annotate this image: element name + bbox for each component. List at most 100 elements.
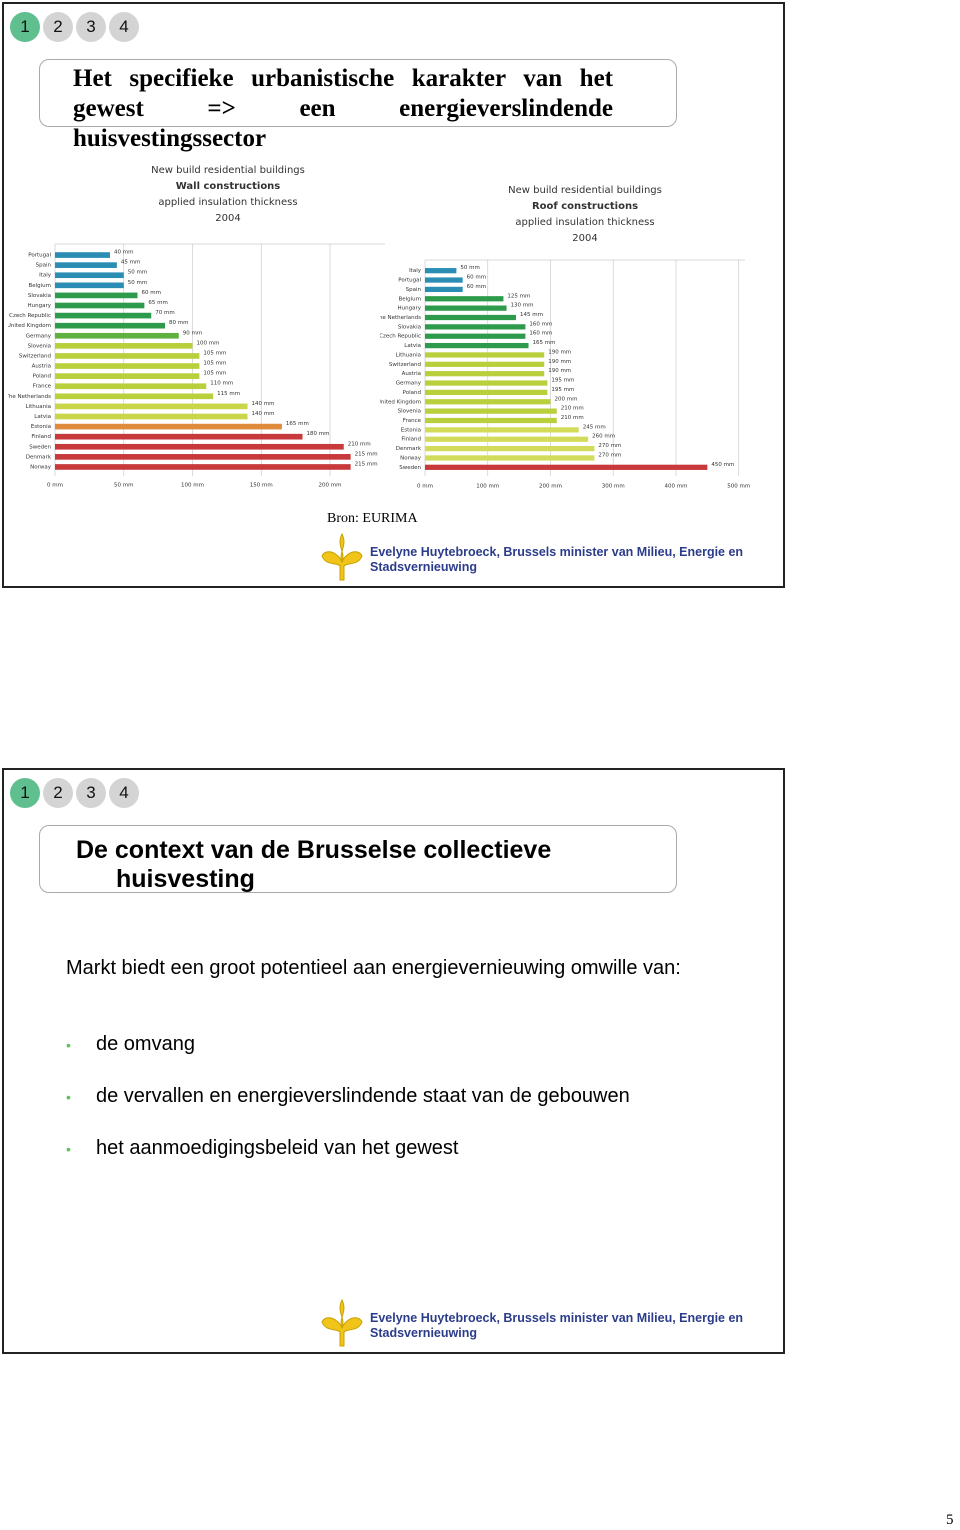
bar [55, 272, 124, 279]
bar [425, 296, 504, 302]
chart-subtitle: Roof constructions [532, 201, 638, 212]
bar [425, 371, 545, 377]
bar [425, 352, 545, 358]
bar [425, 305, 507, 311]
bar [425, 268, 457, 274]
y-tick-label: United Kingdom [8, 323, 51, 329]
bar [425, 427, 579, 433]
value-label: 110 mm [210, 381, 233, 387]
y-tick-label: Switzerland [389, 362, 421, 368]
x-tick-label: 200 mm [539, 484, 562, 490]
nav-button[interactable]: 2 [43, 12, 73, 42]
bar [55, 343, 193, 349]
value-label: 210 mm [561, 415, 584, 421]
value-label: 160 mm [529, 321, 552, 327]
value-label: 210 mm [561, 406, 584, 412]
x-tick-label: 100 mm [181, 483, 204, 489]
title-box [39, 59, 677, 127]
bar [55, 423, 282, 430]
bar [425, 436, 589, 442]
bar [425, 464, 708, 470]
nav-button[interactable]: 3 [76, 778, 106, 808]
x-tick-label: 50 mm [114, 483, 133, 489]
slide-title: Het specifieke urbanistische karakter va… [73, 65, 613, 152]
nav-button[interactable]: 4 [109, 12, 139, 42]
value-label: 160 mm [529, 331, 552, 337]
y-tick-label: France [403, 418, 422, 424]
value-label: 260 mm [592, 434, 615, 440]
y-tick-label: Belgium [28, 283, 51, 289]
x-tick-label: 100 mm [476, 484, 499, 490]
logo [321, 532, 363, 581]
y-tick-label: Finland [401, 437, 421, 443]
y-tick-label: Estonia [31, 424, 51, 430]
chart-title: New build residential buildings [508, 185, 662, 196]
y-tick-label: Denmark [396, 446, 422, 452]
bar [425, 342, 529, 349]
x-tick-label: 150 mm [250, 483, 273, 489]
bar [425, 286, 463, 293]
y-tick-label: Hungary [398, 306, 422, 312]
x-tick-label: 400 mm [664, 484, 687, 490]
value-label: 45 mm [121, 260, 140, 266]
nav-button[interactable]: 4 [109, 778, 139, 808]
bar [55, 383, 207, 390]
slide: 1 2 3 4 [2, 768, 785, 1354]
bar [425, 417, 557, 424]
bullet-text: het aanmoedigingsbeleid van het gewest [96, 1137, 459, 1159]
chart-title: New build residential buildings [151, 165, 305, 176]
nav-button[interactable]: 2 [43, 778, 73, 808]
chart: New build residential buildings Roof cons… [380, 185, 750, 490]
y-tick-label: Latvia [404, 343, 421, 349]
y-tick-label: Spain [36, 263, 52, 269]
value-label: 215 mm [355, 451, 378, 457]
bar [55, 413, 248, 420]
value-label: 200 mm [554, 396, 577, 402]
nav-button[interactable]: 1 [10, 12, 40, 42]
x-tick-label: 0 mm [47, 483, 63, 489]
y-tick-label: Finland [31, 434, 51, 440]
nav: 1 2 3 4 [10, 12, 139, 42]
y-tick-label: Austria [402, 371, 421, 377]
bar [55, 252, 110, 258]
y-tick-label: Portugal [398, 278, 421, 284]
y-tick-label: Norway [30, 464, 52, 470]
value-label: 215 mm [355, 461, 378, 467]
bullet-text: de vervallen en energieverslindende staa… [96, 1085, 630, 1107]
bar [55, 393, 214, 400]
y-tick-label: Italy [409, 268, 422, 274]
bar [55, 464, 351, 470]
value-label: 270 mm [598, 443, 621, 449]
bar [425, 277, 463, 283]
value-label: 125 mm [507, 293, 530, 299]
y-tick-label: Switzerland [19, 353, 51, 359]
bar [55, 292, 138, 299]
bar [425, 324, 526, 330]
x-tick-label: 500 mm [727, 484, 750, 490]
nav: 1 2 3 4 [10, 778, 139, 808]
bar [55, 332, 179, 339]
value-label: 50 mm [128, 270, 147, 276]
value-label: 165 mm [533, 340, 556, 346]
y-tick-label: Estonia [401, 427, 421, 433]
bar [55, 282, 124, 289]
chart-title: applied insulation thickness [515, 217, 654, 228]
y-tick-label: Slovenia [398, 409, 421, 415]
y-tick-label: The Netherlands [8, 394, 51, 400]
y-tick-label: Lithuania [26, 404, 51, 410]
nav-button[interactable]: 1 [10, 778, 40, 808]
value-label: 115 mm [217, 391, 240, 397]
y-tick-label: Sweden [29, 444, 51, 450]
y-tick-label: Spain [406, 287, 422, 293]
value-label: 90 mm [183, 330, 202, 336]
y-tick-label: Italy [39, 273, 52, 279]
y-tick-label: Portugal [28, 253, 51, 259]
y-tick-label: Latvia [34, 414, 51, 420]
paragraph: Markt biedt een groot potentieel aan ene… [66, 957, 681, 979]
footer: Evelyne Huytebroeck, Brussels minister v… [370, 1311, 744, 1340]
nav-button[interactable]: 3 [76, 12, 106, 42]
bar [55, 312, 152, 319]
value-label: 60 mm [142, 290, 161, 296]
value-label: 145 mm [520, 312, 543, 318]
value-label: 65 mm [148, 300, 167, 306]
